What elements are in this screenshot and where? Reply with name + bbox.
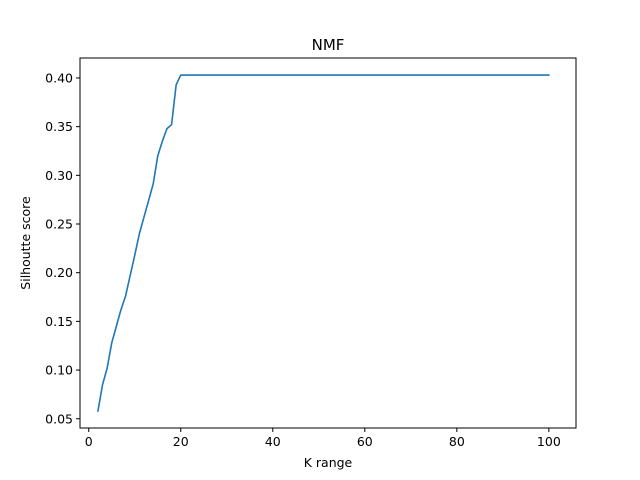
y-tick-label: 0.10 [45, 363, 73, 378]
y-tick-label: 0.40 [45, 70, 73, 85]
x-tick-label: 0 [85, 434, 93, 449]
x-axis-label: K range [304, 455, 353, 470]
x-tick-label: 80 [449, 434, 465, 449]
y-tick-label: 0.25 [45, 217, 73, 232]
x-tick-label: 20 [173, 434, 189, 449]
y-tick-label: 0.05 [45, 411, 73, 426]
plot-frame [79, 57, 577, 429]
y-axis-label: Silhoutte score [18, 196, 33, 290]
y-tick-label: 0.35 [45, 119, 73, 134]
y-tick-label: 0.15 [45, 314, 73, 329]
x-tick-label: 100 [537, 434, 561, 449]
x-tick-label: 40 [265, 434, 281, 449]
y-tick-label: 0.20 [45, 265, 73, 280]
x-axis-ticks: 0 20 40 60 80 100 [85, 428, 561, 449]
y-axis-ticks: 0.05 0.10 0.15 0.20 0.25 0.30 0.35 0.40 [45, 70, 80, 426]
x-tick-label: 60 [357, 434, 373, 449]
chart-title: NMF [312, 36, 345, 54]
series-layer [97, 74, 550, 412]
y-tick-label: 0.30 [45, 168, 73, 183]
series-line [97, 74, 550, 412]
